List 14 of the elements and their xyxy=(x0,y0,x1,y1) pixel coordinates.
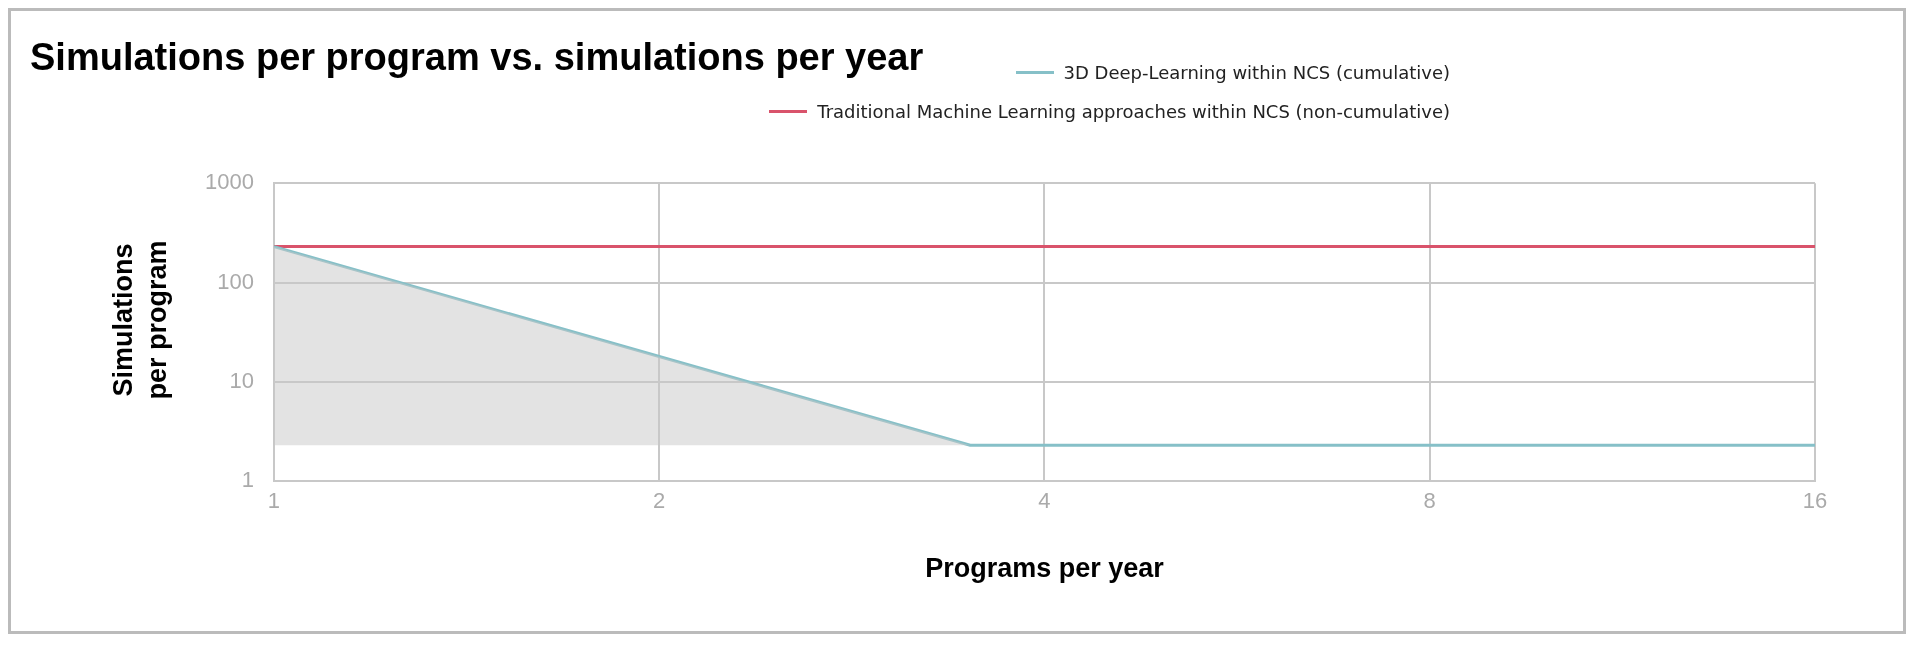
y-tick-label: 10 xyxy=(229,367,254,393)
y-tick-label: 1 xyxy=(241,467,254,493)
x-tick-label: 4 xyxy=(1038,488,1051,514)
legend-label: Traditional Machine Learning approaches within NCS (non-cumulative) xyxy=(817,101,1450,122)
y-tick-label: 100 xyxy=(217,268,254,294)
y-tick-label: 1000 xyxy=(204,169,254,195)
y-axis-title: Simulations per program xyxy=(107,239,173,402)
x-axis-title: Programs per year xyxy=(925,553,1165,584)
x-tick-label: 8 xyxy=(1423,488,1436,514)
x-tick-label: 2 xyxy=(653,488,666,514)
chart-title: Simulations per program vs. simulations per year xyxy=(30,36,924,79)
legend-label: 3D Deep-Learning within NCS (cumulative) xyxy=(1063,62,1450,83)
x-tick-label: 1 xyxy=(267,488,281,514)
x-tick-label: 16 xyxy=(1802,488,1828,514)
